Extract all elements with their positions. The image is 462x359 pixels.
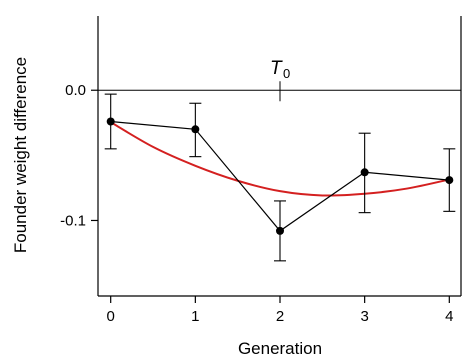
x-tick-label: 1	[191, 308, 199, 325]
y-axis-title: Founder weight difference	[11, 57, 30, 253]
annotation-label: T	[270, 58, 283, 79]
x-tick-label: 3	[360, 308, 368, 325]
data-point	[445, 176, 454, 185]
data-point	[191, 125, 200, 134]
data-point	[106, 117, 115, 126]
x-tick-label: 0	[107, 308, 115, 325]
x-axis-title: Generation	[238, 339, 322, 358]
x-tick-label: 2	[276, 308, 284, 325]
y-tick-label: -0.1	[60, 212, 86, 229]
y-tick-label: 0.0	[65, 82, 86, 99]
data-point	[276, 226, 284, 235]
x-tick-label: 4	[445, 308, 453, 325]
fit-curve	[110, 121, 450, 197]
data-point	[360, 168, 369, 177]
annotation-subscript: 0	[283, 66, 290, 81]
axes: 0 1 2 3 4 0.0 -0.1	[60, 82, 453, 325]
